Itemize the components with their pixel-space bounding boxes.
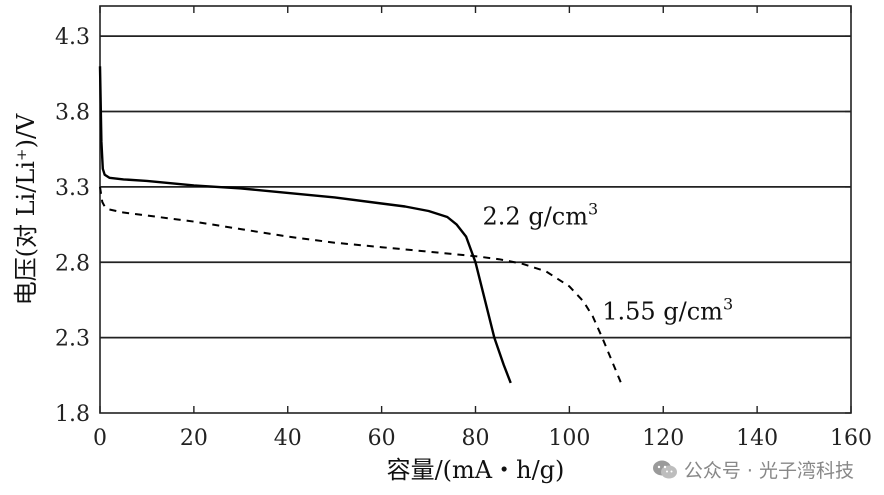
x-tick-label: 140 <box>736 426 778 451</box>
x-tick-label: 40 <box>274 426 302 451</box>
x-tick-label: 20 <box>180 426 208 451</box>
series-line-dashed <box>99 186 622 384</box>
y-tick-label: 2.8 <box>55 251 90 276</box>
series-label-superscript: 3 <box>723 295 733 314</box>
series-line-solid <box>98 66 512 384</box>
plot-border <box>99 5 852 414</box>
plot-area <box>99 5 852 414</box>
x-tick-label: 80 <box>462 426 490 451</box>
x-tick-label: 120 <box>642 426 684 451</box>
y-tick-label: 4.3 <box>55 25 90 50</box>
y-tick-label: 3.8 <box>55 101 90 126</box>
series-label-text: 1.55 g/cm <box>602 298 723 326</box>
x-tick-label: 100 <box>548 426 590 451</box>
x-tick-label: 160 <box>830 426 872 451</box>
y-tick-label: 1.8 <box>55 402 90 427</box>
series-layer <box>98 66 622 384</box>
ticks-layer: 1.8 2.3 2.8 3.3 3.8 4.3 0 20 40 60 80 100 120 140 160 <box>55 6 872 451</box>
series-label: 2.2 g/cm3 <box>483 200 599 231</box>
wechat-icon <box>652 460 677 478</box>
x-tick-label: 60 <box>368 426 396 451</box>
y-tick-label: 3.3 <box>55 176 90 201</box>
y-axis-title: 电压(对 Li/Li⁺)/V <box>12 113 40 305</box>
x-tick-label: 0 <box>93 426 107 451</box>
watermark-text: 公众号 · 光子湾科技 <box>683 460 854 482</box>
series-label: 1.55 g/cm3 <box>602 295 733 326</box>
y-tick-label: 2.3 <box>55 327 90 352</box>
watermark: 公众号 · 光子湾科技 <box>652 456 854 483</box>
series-label-superscript: 3 <box>588 200 598 219</box>
x-axis-title: 容量/(mA・h/g) <box>387 456 565 484</box>
series-label-text: 2.2 g/cm <box>483 203 589 231</box>
